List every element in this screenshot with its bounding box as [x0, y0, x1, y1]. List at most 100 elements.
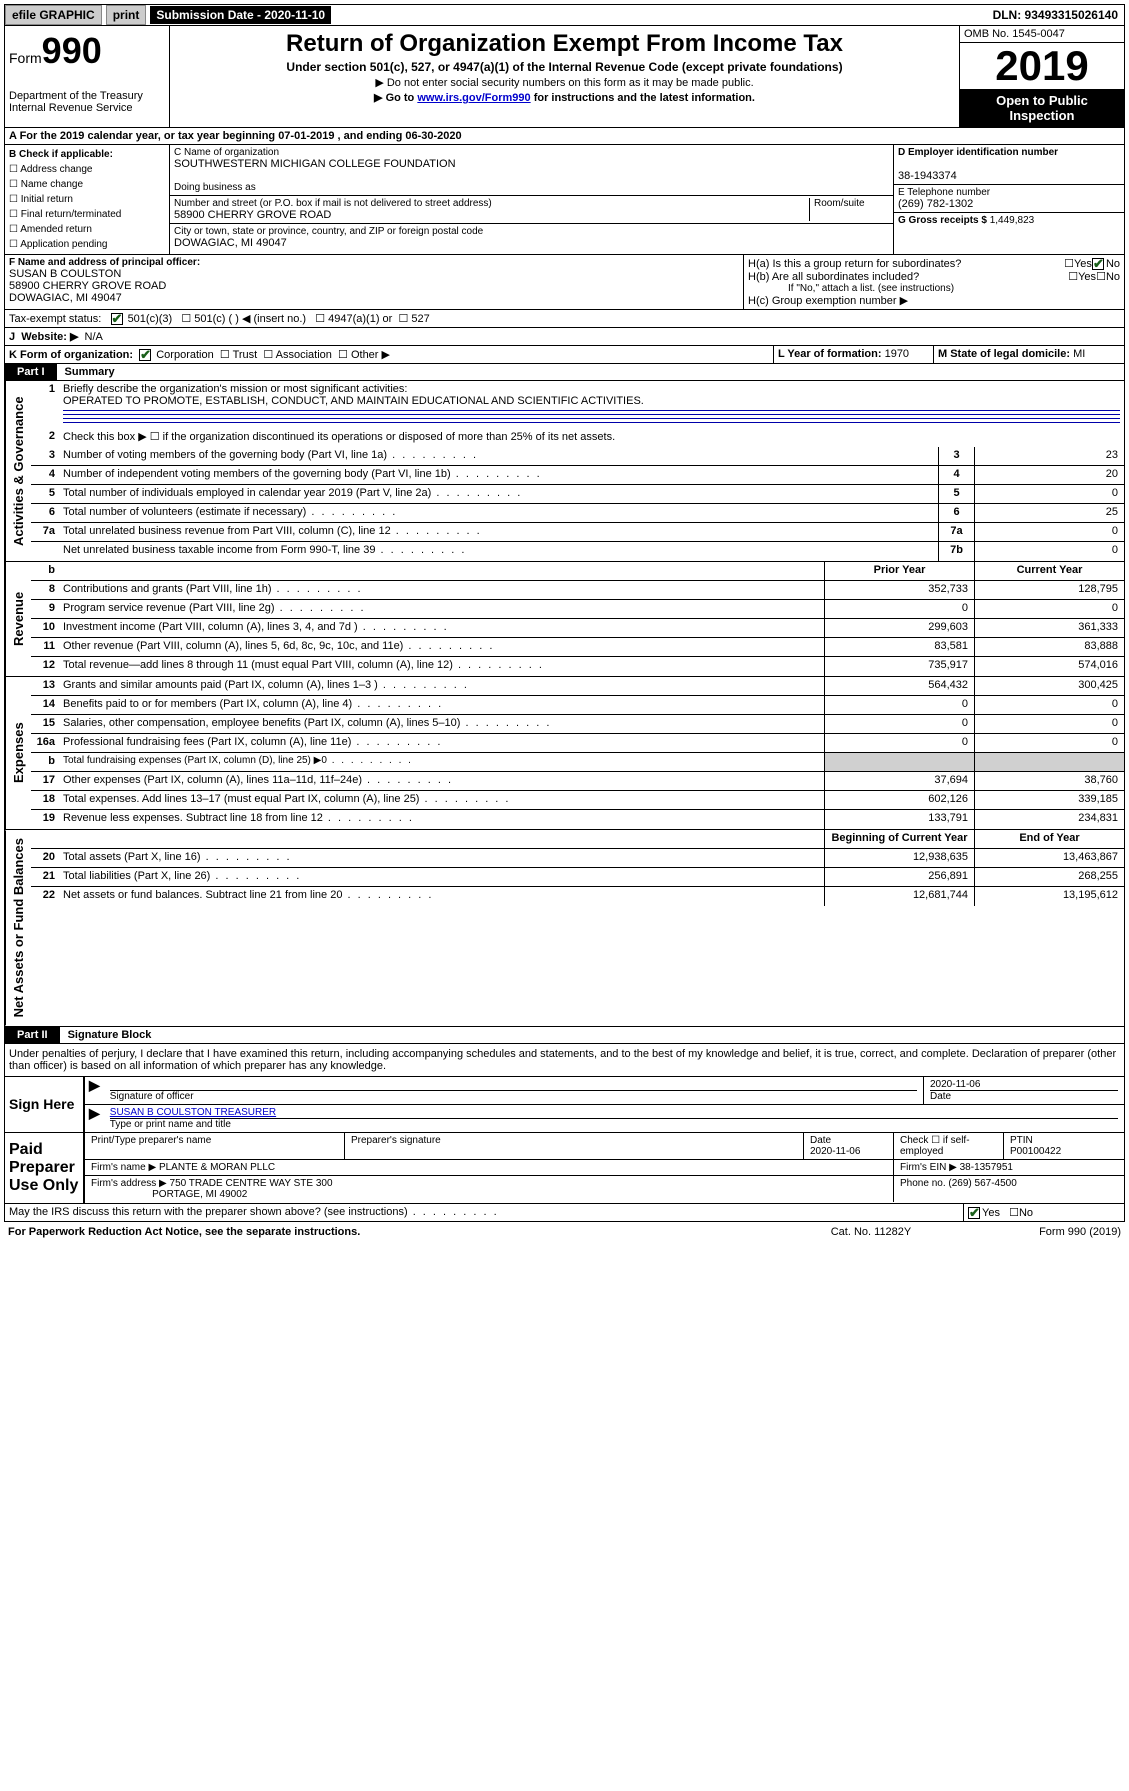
check-initial[interactable]: ☐ Initial return: [9, 192, 165, 207]
expense-line: 18 Total expenses. Add lines 13–17 (must…: [31, 791, 1124, 810]
header-left: Form990 Department of the Treasury Inter…: [5, 26, 170, 127]
irs-link[interactable]: www.irs.gov/Form990: [417, 92, 530, 104]
check-name[interactable]: ☐ Name change: [9, 177, 165, 192]
line-num: 6: [31, 504, 59, 522]
ptin-label: PTIN: [1010, 1135, 1033, 1146]
self-emp-check[interactable]: Check ☐ if self-employed: [894, 1133, 1004, 1159]
line-num: 7a: [31, 523, 59, 541]
line-value: 0: [974, 542, 1124, 561]
i-527[interactable]: 527: [411, 313, 429, 325]
current-value: 300,425: [974, 677, 1124, 695]
arrow-icon: ▶: [85, 1105, 104, 1132]
ha-yes[interactable]: Yes: [1074, 258, 1092, 270]
l-value: 1970: [885, 348, 909, 360]
officer-addr1: 58900 CHERRY GROVE ROAD: [9, 280, 739, 292]
current-value: 0: [974, 715, 1124, 733]
prior-value: 83,581: [824, 638, 974, 656]
omb-number: OMB No. 1545-0047: [960, 26, 1124, 43]
line-num: 16a: [31, 734, 59, 752]
header-mid: Return of Organization Exempt From Incom…: [170, 26, 959, 127]
prior-value: 564,432: [824, 677, 974, 695]
end-year-hdr: End of Year: [974, 830, 1124, 848]
sig-officer-label: Signature of officer: [110, 1090, 917, 1102]
block-klm-row: K Form of organization: Corporation ☐ Tr…: [4, 346, 1125, 364]
part-1-label: Part I: [5, 364, 57, 380]
line-num: 8: [31, 581, 59, 599]
governance-section: Activities & Governance 1 Briefly descri…: [4, 381, 1125, 562]
hb-no[interactable]: No: [1106, 271, 1120, 283]
signer-name[interactable]: SUSAN B COULSTON TREASURER: [110, 1107, 1118, 1118]
expense-line: b Total fundraising expenses (Part IX, c…: [31, 753, 1124, 772]
block-h: H(a) Is this a group return for subordin…: [744, 255, 1124, 309]
note2-pre: ▶ Go to: [374, 92, 417, 104]
line-text: Benefits paid to or for members (Part IX…: [59, 696, 824, 714]
current-value: [974, 753, 1124, 771]
hb-yes[interactable]: Yes: [1078, 271, 1096, 283]
i-label: Tax-exempt status:: [9, 313, 101, 325]
block-i-row: Tax-exempt status: 501(c)(3) ☐ 501(c) ( …: [4, 310, 1125, 328]
submission-date-label: Submission Date - 2020-11-10: [150, 6, 331, 24]
efile-button[interactable]: efile GRAPHIC: [5, 5, 102, 25]
hc-label: H(c) Group exemption number ▶: [748, 294, 1120, 307]
line-text: Contributions and grants (Part VIII, lin…: [59, 581, 824, 599]
line-text: Investment income (Part VIII, column (A)…: [59, 619, 824, 637]
begin-value: 12,681,744: [824, 887, 974, 906]
check-amended[interactable]: ☐ Amended return: [9, 222, 165, 237]
discuss-yes-check[interactable]: [968, 1207, 980, 1219]
firm-ein: 38-1357951: [960, 1162, 1013, 1173]
line-num: 10: [31, 619, 59, 637]
print-button[interactable]: print: [106, 5, 147, 25]
block-b: B Check if applicable: ☐ Address change …: [5, 145, 170, 254]
form-label: Form: [9, 50, 42, 66]
revenue-line: 8 Contributions and grants (Part VIII, l…: [31, 581, 1124, 600]
check-address[interactable]: ☐ Address change: [9, 162, 165, 177]
line-num: 11: [31, 638, 59, 656]
current-value: 0: [974, 734, 1124, 752]
org-city: DOWAGIAC, MI 49047: [174, 237, 889, 249]
hb-note: If "No," attach a list. (see instruction…: [748, 283, 1120, 294]
line-text: Total number of individuals employed in …: [59, 485, 938, 503]
ha-no-check[interactable]: [1092, 258, 1104, 270]
summary-line: Net unrelated business taxable income fr…: [31, 542, 1124, 561]
footer-mid: Cat. No. 11282Y: [771, 1226, 971, 1238]
prior-value: 602,126: [824, 791, 974, 809]
blocks-bcdefg: B Check if applicable: ☐ Address change …: [4, 145, 1125, 255]
k-other[interactable]: Other ▶: [351, 349, 390, 361]
i-501c[interactable]: 501(c) ( ) ◀ (insert no.): [194, 313, 306, 325]
discuss-no[interactable]: No: [1019, 1207, 1033, 1219]
org-name: SOUTHWESTERN MICHIGAN COLLEGE FOUNDATION: [174, 158, 889, 170]
ha-no: No: [1106, 258, 1120, 270]
footer-right: Form 990 (2019): [971, 1226, 1121, 1238]
m-value: MI: [1073, 348, 1085, 360]
open-inspection-label: Open to Public Inspection: [960, 89, 1124, 127]
city-label: City or town, state or province, country…: [174, 226, 889, 237]
k-trust[interactable]: Trust: [233, 349, 258, 361]
check-pending[interactable]: ☐ Application pending: [9, 237, 165, 252]
prior-year-hdr: Prior Year: [824, 562, 974, 580]
line-2-num: 2: [31, 428, 59, 447]
expense-line: 15 Salaries, other compensation, employe…: [31, 715, 1124, 734]
line-text: Number of voting members of the governin…: [59, 447, 938, 465]
check-final[interactable]: ☐ Final return/terminated: [9, 207, 165, 222]
end-value: 13,463,867: [974, 849, 1124, 867]
line-num: b: [31, 753, 59, 771]
header-right: OMB No. 1545-0047 2019 Open to Public In…: [959, 26, 1124, 127]
i-501c3-check[interactable]: [111, 313, 123, 325]
g-label: G Gross receipts $: [898, 215, 987, 226]
form-header: Form990 Department of the Treasury Inter…: [4, 26, 1125, 128]
k-corp-check[interactable]: [139, 349, 151, 361]
block-k: K Form of organization: Corporation ☐ Tr…: [5, 346, 774, 363]
k-assoc[interactable]: Association: [276, 349, 332, 361]
summary-line: 5 Total number of individuals employed i…: [31, 485, 1124, 504]
preparer-label: Paid Preparer Use Only: [5, 1133, 85, 1203]
prior-value: 299,603: [824, 619, 974, 637]
line-box: 7b: [938, 542, 974, 561]
firm-phone: (269) 567-4500: [948, 1178, 1016, 1189]
line-num: 17: [31, 772, 59, 790]
website-value: N/A: [85, 331, 103, 343]
line-num: 14: [31, 696, 59, 714]
prior-value: 0: [824, 715, 974, 733]
line-text: Total fundraising expenses (Part IX, col…: [59, 753, 824, 771]
i-4947[interactable]: 4947(a)(1) or: [328, 313, 392, 325]
prior-value: [824, 753, 974, 771]
